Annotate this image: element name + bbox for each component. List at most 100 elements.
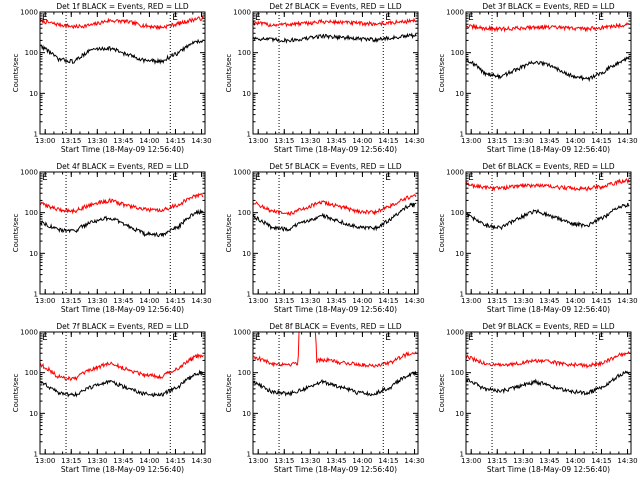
e-marker-label: E — [255, 173, 261, 183]
plot-frame — [465, 171, 632, 295]
x-tick-label: 13:15 — [487, 457, 507, 465]
y-tick-label: 100 — [25, 209, 38, 217]
x-tick-label: 14:30 — [191, 297, 211, 305]
x-tick-label: 13:15 — [274, 457, 294, 465]
series-line-events — [465, 370, 630, 396]
x-tick-label: 13:30 — [87, 137, 107, 145]
y-tick-label: 1000 — [446, 169, 464, 177]
x-tick-label: 13:30 — [87, 457, 107, 465]
x-axis-label: Start Time (18-May-09 12:56:40) — [61, 465, 184, 474]
chart-panel: Det 8f BLACK = Events, RED = LLD E E 1 10 100… — [225, 322, 425, 474]
e-marker-label: E — [468, 173, 474, 183]
y-tick-label: 100 — [451, 369, 464, 377]
plot-frame — [465, 331, 632, 455]
y-axis-label: Counts/sec — [438, 214, 446, 253]
y-tick-label: 100 — [238, 209, 251, 217]
chart-title: Det 4f BLACK = Events, RED = LLD — [56, 162, 189, 171]
x-tick-label: 13:30 — [300, 297, 320, 305]
y-tick-label: 1000 — [446, 329, 464, 337]
series-line-events — [39, 369, 204, 398]
y-tick-label: 100 — [25, 49, 38, 57]
e-marker-label: E — [385, 13, 391, 23]
series-line-events — [39, 38, 204, 65]
chart-title: Det 1f BLACK = Events, RED = LLD — [56, 2, 189, 11]
chart-panel: Det 9f BLACK = Events, RED = LLD E E 1 10 100… — [438, 322, 638, 474]
x-tick-label: 13:45 — [113, 137, 133, 145]
x-axis-label: Start Time (18-May-09 12:56:40) — [487, 145, 610, 154]
series-line-lld — [252, 193, 417, 217]
x-tick-label: 14:00 — [352, 137, 372, 145]
y-tick-label: 10 — [242, 250, 251, 258]
y-tick-label: 10 — [29, 90, 38, 98]
plot-frame — [465, 11, 632, 135]
chart-title: Det 9f BLACK = Events, RED = LLD — [482, 322, 615, 331]
x-tick-label: 14:30 — [404, 137, 424, 145]
x-axis-label: Start Time (18-May-09 12:56:40) — [61, 305, 184, 314]
y-tick-label: 1000 — [233, 9, 251, 17]
x-tick-label: 14:15 — [165, 457, 185, 465]
y-tick-label: 100 — [238, 369, 251, 377]
e-marker-label: E — [385, 333, 391, 343]
chart-panel: Det 7f BLACK = Events, RED = LLD E E 1 10 100… — [12, 322, 212, 474]
x-tick-label: 14:30 — [404, 457, 424, 465]
e-marker-label: E — [172, 173, 178, 183]
y-tick-label: 1 — [34, 131, 38, 139]
y-axis-label: Counts/sec — [225, 374, 233, 413]
chart-title: Det 3f BLACK = Events, RED = LLD — [482, 2, 615, 11]
x-tick-label: 13:30 — [87, 297, 107, 305]
y-tick-label: 10 — [242, 410, 251, 418]
x-tick-label: 13:45 — [113, 457, 133, 465]
e-marker-label: E — [255, 13, 261, 23]
series-line-lld — [252, 17, 417, 28]
x-tick-label: 13:45 — [326, 457, 346, 465]
series-line-events — [252, 370, 417, 397]
x-tick-label: 14:00 — [565, 137, 585, 145]
plot-frame — [39, 11, 206, 135]
x-tick-label: 14:00 — [565, 457, 585, 465]
x-axis-label: Start Time (18-May-09 12:56:40) — [274, 305, 397, 314]
x-tick-label: 13:00 — [248, 297, 268, 305]
y-tick-label: 1 — [247, 291, 251, 299]
e-marker-label: E — [468, 13, 474, 23]
y-axis-label: Counts/sec — [225, 214, 233, 253]
x-tick-label: 13:45 — [326, 137, 346, 145]
x-tick-label: 14:00 — [139, 137, 159, 145]
e-marker-label: E — [42, 13, 48, 23]
series-line-events — [465, 55, 630, 83]
y-tick-label: 10 — [455, 90, 464, 98]
chart-panel: Det 5f BLACK = Events, RED = LLD E E 1 10 100… — [225, 162, 425, 314]
x-axis-label: Start Time (18-May-09 12:56:40) — [61, 145, 184, 154]
e-marker-label: E — [468, 333, 474, 343]
e-marker-label: E — [385, 173, 391, 183]
y-axis-label: Counts/sec — [12, 54, 20, 93]
x-tick-label: 13:30 — [513, 297, 533, 305]
series-line-lld — [39, 15, 204, 31]
x-tick-label: 13:00 — [461, 137, 481, 145]
plot-frame — [252, 331, 419, 455]
series-line-lld — [39, 192, 204, 215]
series-line-lld — [465, 350, 630, 369]
x-tick-label: 14:00 — [565, 297, 585, 305]
x-tick-label: 13:00 — [248, 137, 268, 145]
y-tick-label: 1000 — [20, 329, 38, 337]
e-marker-label: E — [42, 173, 48, 183]
x-tick-label: 14:30 — [617, 457, 637, 465]
y-tick-label: 1 — [247, 451, 251, 459]
x-tick-label: 13:15 — [487, 297, 507, 305]
x-tick-label: 13:45 — [113, 297, 133, 305]
series-line-events — [465, 202, 630, 231]
x-axis-label: Start Time (18-May-09 12:56:40) — [487, 465, 610, 474]
y-tick-label: 1 — [460, 131, 464, 139]
plot-frame — [39, 171, 206, 295]
y-tick-label: 1000 — [20, 169, 38, 177]
y-tick-label: 1 — [460, 291, 464, 299]
series-line-lld — [465, 22, 630, 33]
y-tick-label: 100 — [451, 49, 464, 57]
chart-title: Det 6f BLACK = Events, RED = LLD — [482, 162, 615, 171]
y-tick-label: 10 — [29, 250, 38, 258]
chart-title: Det 2f BLACK = Events, RED = LLD — [269, 2, 402, 11]
y-tick-label: 100 — [25, 369, 38, 377]
series-line-events — [252, 32, 417, 44]
